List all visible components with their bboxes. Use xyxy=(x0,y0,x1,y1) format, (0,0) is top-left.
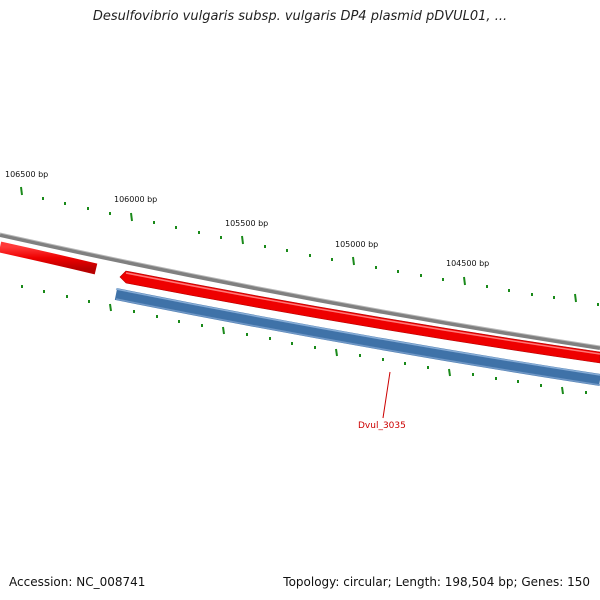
minor-ticks xyxy=(21,285,587,394)
map-title: Desulfovibrio vulgaris subsp. vulgaris D… xyxy=(92,9,508,24)
major-tick xyxy=(20,186,23,196)
accession-text: Accession: NC_008741 xyxy=(9,575,146,589)
tick-label: 105500 bp xyxy=(225,219,268,228)
gene-label[interactable]: Dvul_3035 xyxy=(358,421,406,431)
minor-ticks xyxy=(42,197,599,306)
plasmid-backbone xyxy=(0,233,600,350)
tick-label: 105000 bp xyxy=(335,240,378,249)
major-tick xyxy=(574,293,577,303)
major-tick xyxy=(130,212,133,222)
major-tick xyxy=(335,348,338,357)
forward-gene-arrow[interactable] xyxy=(119,270,600,364)
inner-tick-row xyxy=(21,285,587,395)
major-tick xyxy=(241,235,244,245)
major-tick xyxy=(561,386,564,395)
tick-label: 106000 bp xyxy=(114,195,157,204)
major-tick xyxy=(109,303,112,312)
tick-label: 106500 bp xyxy=(5,170,48,179)
topology-summary: Topology: circular; Length: 198,504 bp; … xyxy=(283,575,590,589)
major-tick xyxy=(222,326,225,335)
outer-tick-row xyxy=(20,186,599,306)
tick-label: 104500 bp xyxy=(446,259,489,268)
major-tick xyxy=(352,256,355,266)
major-tick xyxy=(463,276,466,286)
reverse-gene-dvul-3035[interactable] xyxy=(114,288,600,386)
forward-gene-left[interactable] xyxy=(0,241,98,275)
gene-label-leader xyxy=(382,371,391,419)
major-tick xyxy=(448,368,451,377)
